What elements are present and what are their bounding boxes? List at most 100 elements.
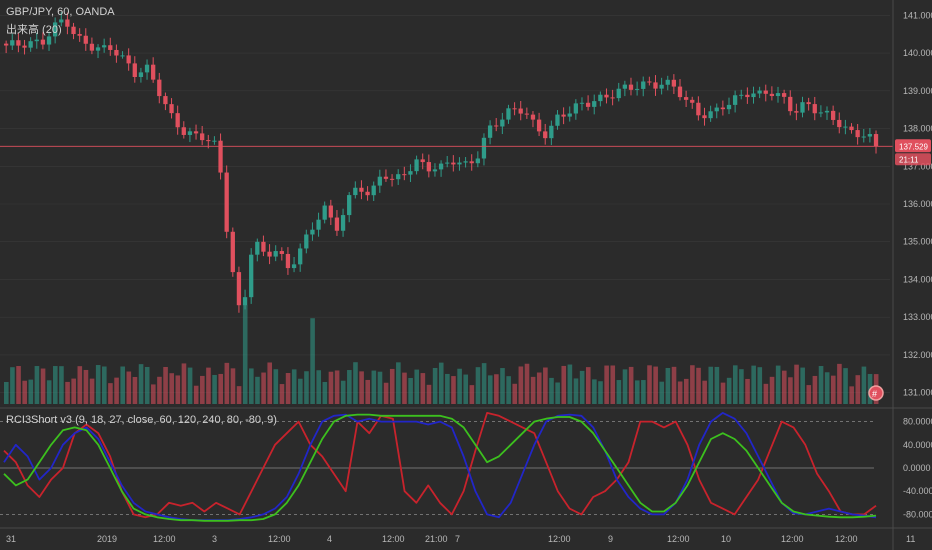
price-tick-label: 132.000 <box>903 350 932 360</box>
price-tick-label: 131.000 <box>903 388 932 398</box>
volume-bar <box>402 372 407 404</box>
candle-body <box>653 82 658 89</box>
volume-bar <box>481 363 487 404</box>
time-tick-label: 12:00 <box>835 534 858 544</box>
candle-body <box>114 49 119 56</box>
candle-body <box>567 113 572 117</box>
candle-body <box>46 36 52 45</box>
candle-body <box>457 162 462 165</box>
candle-body <box>353 187 358 196</box>
candle-body <box>157 79 162 97</box>
candle-body <box>414 159 419 172</box>
volume-bar <box>40 368 46 404</box>
volume-bar <box>561 365 567 404</box>
volume-bar <box>298 378 303 404</box>
candle-body <box>298 248 303 265</box>
volume-bars <box>4 305 879 404</box>
volume-bar <box>371 370 377 404</box>
candle-body <box>475 158 480 164</box>
volume-bar <box>334 370 340 404</box>
volume-bar <box>824 372 830 404</box>
candle-body <box>224 172 229 232</box>
volume-bar <box>451 376 456 404</box>
volume-legend[interactable]: 出来高 (20) <box>6 24 62 36</box>
volume-bar <box>677 381 683 404</box>
candle-body <box>402 174 407 176</box>
volume-bar <box>236 386 242 404</box>
candle-body <box>187 131 193 135</box>
rci-axis[interactable]: 80.0000 40.0000 0.0000 -40.0000 -80.0000 <box>903 417 932 520</box>
volume-bar <box>769 376 775 404</box>
rci-series-line <box>3 411 877 522</box>
candle-body <box>794 111 799 113</box>
countdown-tag: 21:11 <box>899 155 919 164</box>
volume-bar <box>102 366 107 404</box>
volume-bar <box>861 366 867 404</box>
volume-bar <box>310 318 315 404</box>
candle-body <box>359 187 364 192</box>
candle-body <box>641 81 646 89</box>
candle-body <box>818 112 824 114</box>
volume-bar <box>175 375 181 404</box>
time-axis[interactable]: 31 2019 12:00 3 12:00 4 12:00 21:00 7 12:00 9 12:00… <box>6 534 915 544</box>
rci-legend[interactable]: RCI3Short v3 (9, 18, 27, close, 60, 120,… <box>6 414 277 426</box>
volume-badge-icon[interactable]: # <box>868 385 884 401</box>
candle-body <box>659 84 664 89</box>
volume-bar <box>267 362 273 404</box>
candle-body <box>598 94 603 102</box>
candle-body <box>200 133 205 141</box>
volume-bar <box>347 370 352 404</box>
candle-body <box>445 162 450 164</box>
volume-bar <box>726 377 732 404</box>
volume-bar <box>720 382 726 404</box>
candle-body <box>4 43 9 46</box>
time-tick-label: 10 <box>721 534 731 544</box>
candle-body <box>285 253 291 269</box>
last-price-tag: 137.529 <box>899 142 928 151</box>
volume-bar <box>585 367 591 404</box>
candle-body <box>53 22 58 37</box>
volume-bar <box>555 382 560 404</box>
volume-bar <box>837 363 842 404</box>
volume-bar <box>598 381 603 404</box>
volume-bar <box>316 370 322 404</box>
candle-body <box>40 39 46 45</box>
rci-tick-label: 80.0000 <box>903 417 932 427</box>
candle-body <box>622 84 628 89</box>
candle-body <box>806 102 811 105</box>
volume-bar <box>732 365 738 404</box>
candle-body <box>592 101 597 107</box>
volume-bar <box>536 372 542 404</box>
candle-body <box>739 94 744 96</box>
price-tick-label: 140.000 <box>903 48 932 58</box>
candle-body <box>690 99 695 103</box>
volume-bar <box>757 367 763 404</box>
price-axis[interactable]: 141.000 140.000 139.000 138.000 137.000 136.0… <box>903 10 932 397</box>
time-tick-label: 12:00 <box>667 534 690 544</box>
candle-body <box>151 64 156 80</box>
volume-bar <box>512 383 518 404</box>
volume-bar <box>126 371 132 404</box>
volume-bar <box>549 377 554 404</box>
volume-bar <box>855 375 861 404</box>
volume-bar <box>71 378 76 404</box>
candle-body <box>647 81 652 83</box>
candle-body <box>206 140 211 142</box>
time-tick-label: 3 <box>212 534 217 544</box>
candle-body <box>267 251 272 257</box>
candle-body <box>22 45 27 48</box>
volume-bar <box>763 383 769 404</box>
candle-body <box>579 102 585 104</box>
volume-bar <box>200 375 205 404</box>
volume-bar <box>16 366 21 404</box>
candle-body <box>438 163 444 170</box>
candle-body <box>463 161 468 163</box>
candle-body <box>230 231 235 273</box>
candle-body <box>65 19 70 27</box>
volume-bar <box>420 373 426 404</box>
symbol-legend[interactable]: GBP/JPY, 60, OANDA <box>6 6 115 18</box>
candle-body <box>163 96 168 105</box>
volume-bar <box>745 378 750 404</box>
time-tick-label: 4 <box>327 534 332 544</box>
volume-bar <box>647 365 652 404</box>
